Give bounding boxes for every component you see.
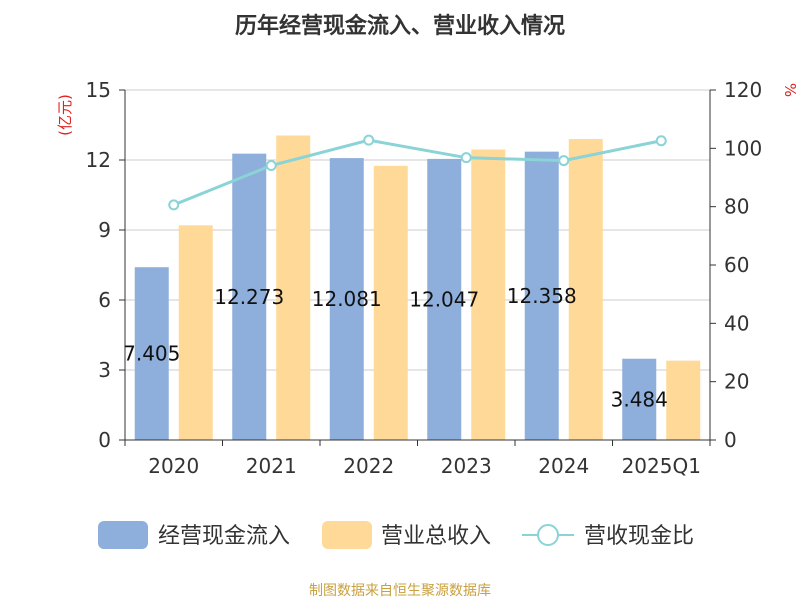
line-point bbox=[363, 134, 375, 146]
axes-layer: 0 3 6 9 12 15 0 20 40 60 80 100 120 (亿元)% 2020 2021 2022… bbox=[56, 78, 799, 478]
y-right-tick-label: 100 bbox=[724, 136, 762, 160]
y-left-tick-label: 15 bbox=[86, 78, 111, 102]
legend-label: 营收现金比 bbox=[584, 524, 694, 549]
bar-revenue bbox=[276, 135, 311, 440]
legend-swatch-revenue bbox=[322, 521, 372, 549]
y-left-tick-label: 12 bbox=[86, 148, 111, 172]
x-tick-label: 2020 bbox=[148, 454, 199, 478]
bar-cash-inflow bbox=[329, 158, 364, 441]
y-left-tick-label: 3 bbox=[98, 358, 111, 382]
x-tick-label: 2023 bbox=[441, 454, 492, 478]
x-tick-label: 2021 bbox=[246, 454, 297, 478]
line-point bbox=[265, 160, 277, 172]
y-right-tick-label: 80 bbox=[724, 195, 749, 219]
line-revenue-cash-ratio bbox=[173, 138, 662, 207]
legend-swatch-marker bbox=[537, 524, 559, 546]
bar-cash-inflow bbox=[524, 151, 559, 440]
y-left-tick-label: 0 bbox=[98, 428, 111, 452]
y-right-axis-label: % bbox=[781, 83, 799, 97]
bar-cash-inflow bbox=[622, 358, 657, 440]
bar-cash-inflow bbox=[427, 158, 462, 441]
bar-revenue bbox=[178, 225, 213, 440]
bar-revenue bbox=[568, 139, 603, 440]
y-left-tick-label: 9 bbox=[98, 218, 111, 242]
y-right-tick-label: 40 bbox=[724, 311, 749, 335]
data-label: 7.405 bbox=[123, 342, 180, 366]
data-label: 12.273 bbox=[214, 285, 284, 309]
bar-revenue bbox=[373, 165, 408, 441]
data-source-note: 制图数据来自恒生聚源数据库 bbox=[309, 583, 491, 599]
x-tick-label: 2025Q1 bbox=[622, 454, 701, 478]
bars-layer bbox=[134, 135, 701, 441]
y-right-tick-label: 120 bbox=[724, 78, 762, 102]
line-point bbox=[460, 152, 472, 164]
legend-label: 经营现金流入 bbox=[158, 524, 290, 549]
chart-title: 历年经营现金流入、营业收入情况 bbox=[235, 13, 565, 39]
y-left-axis-label: (亿元) bbox=[56, 94, 74, 136]
data-label: 3.484 bbox=[611, 387, 668, 411]
y-right-tick-label: 20 bbox=[724, 370, 749, 394]
bar-revenue bbox=[666, 360, 701, 440]
legend-swatch-cash-inflow bbox=[98, 521, 148, 549]
line-point bbox=[655, 135, 667, 147]
y-right-tick-label: 0 bbox=[724, 428, 737, 452]
legend: 经营现金流入 营业总收入 营收现金比 bbox=[98, 521, 694, 549]
bar-cash-inflow bbox=[232, 153, 267, 440]
labels-layer: 7.405 12.273 12.081 12.047 12.358 3.484 bbox=[123, 284, 668, 412]
bar-cash-inflow bbox=[134, 267, 169, 440]
data-label: 12.047 bbox=[409, 287, 479, 311]
bar-revenue bbox=[471, 149, 506, 440]
legend-label: 营业总收入 bbox=[381, 524, 491, 549]
y-right-tick-label: 60 bbox=[724, 253, 749, 277]
line-point bbox=[168, 199, 180, 211]
y-left-tick-label: 6 bbox=[98, 288, 111, 312]
data-label: 12.081 bbox=[312, 287, 382, 311]
x-tick-label: 2024 bbox=[538, 454, 589, 478]
line-layer bbox=[168, 134, 667, 211]
line-point bbox=[558, 155, 570, 167]
x-tick-label: 2022 bbox=[343, 454, 394, 478]
data-label: 12.358 bbox=[507, 284, 577, 308]
